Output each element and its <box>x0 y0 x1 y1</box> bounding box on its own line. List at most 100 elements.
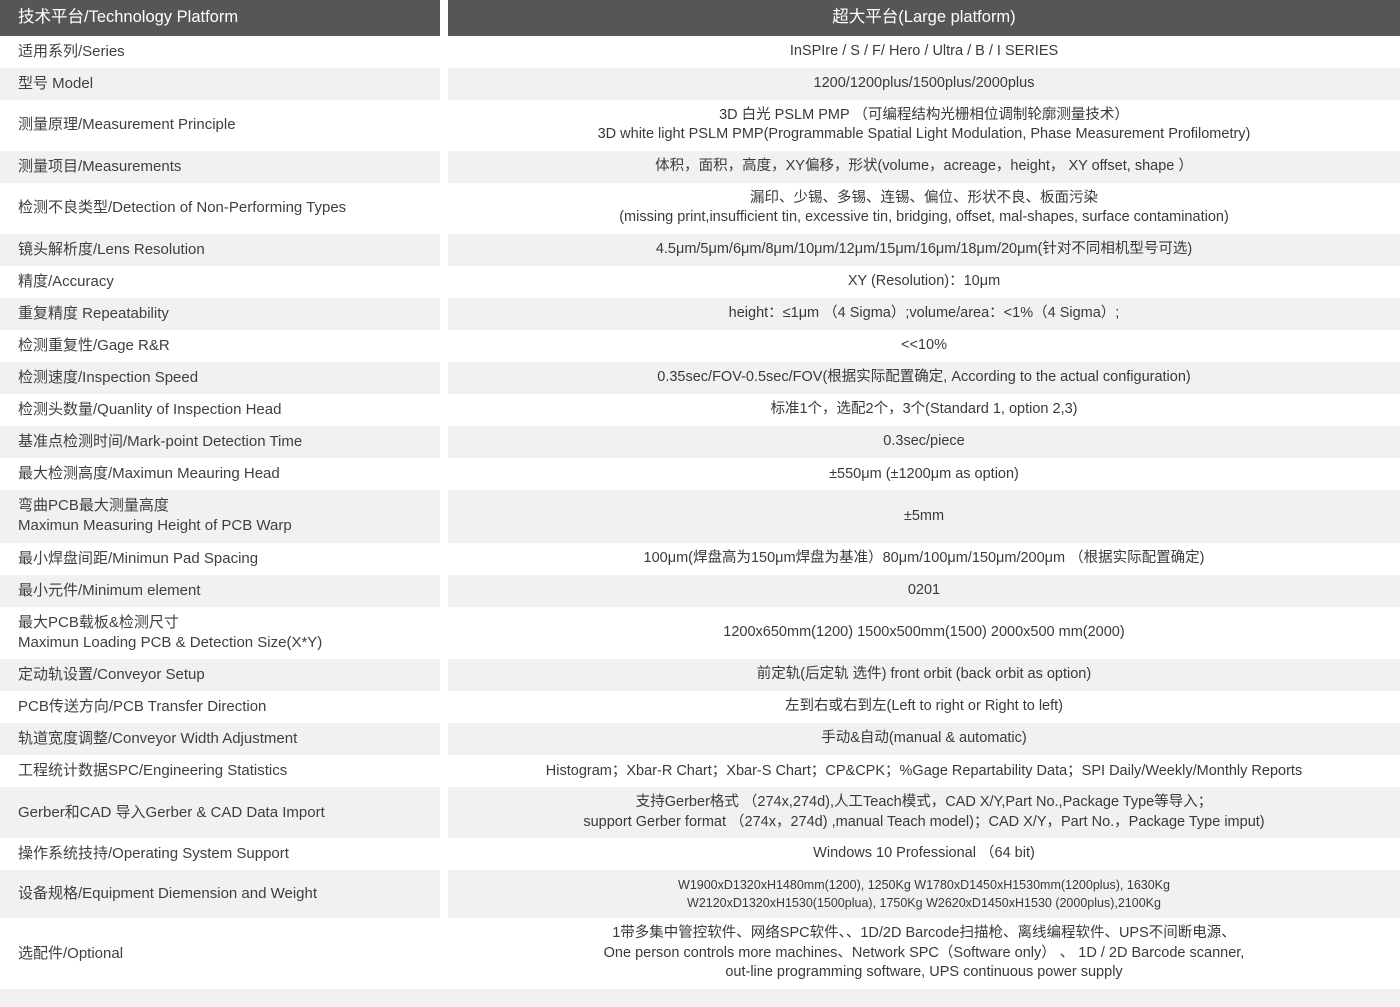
spec-row-label: 检测重复性/Gage R&R <box>0 329 440 362</box>
row-label-text: 镜头解析度/Lens Resolution <box>18 240 205 258</box>
spec-row-value: ±5mm <box>448 490 1400 543</box>
column-divider <box>440 100 448 151</box>
row-value-text: 100μm(焊盘高为150μm焊盘为基准）80μm/100μm/150μm/20… <box>643 549 1205 566</box>
spec-row-label: 轨道宽度调整/Conveyor Width Adjustment <box>0 723 440 756</box>
spec-row-value: 漏印、少锡、多锡、连锡、偏位、形状不良、板面污染 (missing print,i… <box>448 182 1400 234</box>
spec-row-value: 1200/1200plus/1500plus/2000plus <box>448 67 1400 100</box>
spec-row: 基准点检测时间/Mark-point Detection Time 0.3sec/… <box>0 426 1400 459</box>
header-cell-label-column: 技术平台/Technology Platform <box>0 0 440 36</box>
column-divider <box>440 68 448 100</box>
spec-row: 镜头解析度/Lens Resolution 4.5μm/5μm/6μm/8μm/1… <box>0 233 1400 266</box>
spec-row-value: 0.35sec/FOV-0.5sec/FOV(根据实际配置确定, Accordi… <box>448 361 1400 395</box>
row-value-text: Windows 10 Professional （64 bit) <box>813 845 1035 862</box>
spec-row-value: height：≤1μm （4 Sigma）;volume/area：<1%（4 … <box>448 297 1400 330</box>
row-label-text: 型号 Model <box>18 74 94 92</box>
spec-row-value: 体积，面积，高度，XY偏移，形状(volume，acreage，height， … <box>448 150 1400 183</box>
spec-row-label: 设备规格/Equipment Diemension and Weight <box>0 870 440 919</box>
row-value-text: InSPIre / S / F/ Hero / Ultra / B / I SE… <box>789 42 1059 59</box>
column-divider <box>440 607 448 659</box>
row-value-line-1: 漏印、少锡、多锡、连锡、偏位、形状不良、板面污染 <box>750 189 1098 206</box>
spec-row-label: 最大PCB载板&检测尺寸 Maximun Loading PCB & Detect… <box>0 606 440 659</box>
row-value-line-2: (missing print,insufficient tin, excessi… <box>619 209 1229 226</box>
column-divider <box>440 362 448 394</box>
column-divider <box>440 838 448 870</box>
row-value-text: 左到右或右到左(Left to right or Right to left) <box>785 698 1063 715</box>
spec-row: 最小焊盘间距/Minimun Pad Spacing 100μm(焊盘高为150μ… <box>0 542 1400 575</box>
column-divider <box>440 755 448 787</box>
column-divider <box>440 870 448 918</box>
row-label-text: 测量项目/Measurements <box>18 157 182 175</box>
row-label-line-2: Maximun Measuring Height of PCB Warp <box>18 517 292 535</box>
spec-row-label: 检测头数量/Quanlity of Inspection Head <box>0 394 440 427</box>
spec-row-value: 标准1个，选配2个，3个(Standard 1, option 2,3) <box>448 394 1400 427</box>
column-divider <box>440 266 448 298</box>
row-value-line-2: support Gerber format （274x，274d) ,manua… <box>583 813 1265 830</box>
row-value-text: XY (Resolution)：10μm <box>847 273 1001 290</box>
spec-row-value: 100μm(焊盘高为150μm焊盘为基准）80μm/100μm/150μm/20… <box>448 542 1400 575</box>
row-label-text: 适用系列/Series <box>18 42 125 60</box>
spec-row-value: 手动&自动(manual & automatic) <box>448 723 1400 756</box>
row-label-text: 检测不良类型/Detection of Non-Performing Types <box>18 199 347 217</box>
row-label-text: 选配件/Optional <box>18 944 124 962</box>
spec-row: 检测速度/Inspection Speed 0.35sec/FOV-0.5sec/… <box>0 361 1400 395</box>
row-value-text: 1200x650mm(1200) 1500x500mm(1500) 2000x5… <box>723 624 1125 641</box>
bottom-stripe-band <box>0 988 1400 1007</box>
row-label-text: 检测重复性/Gage R&R <box>18 336 170 354</box>
spec-row: 定动轨设置/Conveyor Setup 前定轨(后定轨 选件) front or… <box>0 658 1400 691</box>
spec-row-label: Gerber和CAD 导入Gerber & CAD Data Import <box>0 787 440 839</box>
spec-row-label: 测量项目/Measurements <box>0 150 440 183</box>
spec-row: 测量原理/Measurement Principle 3D 白光 PSLM PMP… <box>0 99 1400 151</box>
spec-row-value: InSPIre / S / F/ Hero / Ultra / B / I SE… <box>448 35 1400 68</box>
table-body: 适用系列/Series InSPIre / S / F/ Hero / Ultra… <box>0 35 1400 989</box>
spec-row-label: 测量原理/Measurement Principle <box>0 99 440 151</box>
column-divider <box>440 723 448 755</box>
column-divider <box>440 659 448 691</box>
row-label-line-1: 弯曲PCB最大测量高度 <box>18 497 169 515</box>
column-divider <box>440 298 448 330</box>
row-label-text: 最大检测高度/Maximun Meauring Head <box>18 465 280 483</box>
row-value-text: 体积，面积，高度，XY偏移，形状(volume，acreage，height， … <box>655 157 1193 174</box>
spec-row: Gerber和CAD 导入Gerber & CAD Data Import 支持G… <box>0 787 1400 839</box>
row-value-line-1: 1带多集中管控软件、网络SPC软件、、1D/2D Barcode扫描枪、离线编程… <box>612 925 1236 942</box>
spec-row: 最小元件/Minimum element 0201 <box>0 574 1400 607</box>
row-value-text: 前定轨(后定轨 选件) front orbit (back orbit as o… <box>756 666 1092 683</box>
spec-row: 检测不良类型/Detection of Non-Performing Types… <box>0 182 1400 234</box>
row-label-text: Gerber和CAD 导入Gerber & CAD Data Import <box>18 803 325 821</box>
spec-row-value: W1900xD1320xH1480mm(1200), 1250Kg W1780x… <box>448 870 1400 919</box>
spec-row: 型号 Model 1200/1200plus/1500plus/2000plus <box>0 67 1400 100</box>
row-value-text: 0.3sec/piece <box>883 433 965 450</box>
row-value-text: ±5mm <box>903 507 945 524</box>
column-divider <box>440 234 448 266</box>
row-value-text: 4.5μm/5μm/6μm/8μm/10μm/12μm/15μm/16μm/18… <box>655 240 1193 257</box>
spec-row-label: 型号 Model <box>0 67 440 100</box>
spec-row-label: 弯曲PCB最大测量高度 Maximun Measuring Height of P… <box>0 490 440 543</box>
spec-row-value: 1200x650mm(1200) 1500x500mm(1500) 2000x5… <box>448 606 1400 659</box>
row-value-text: Histogram；Xbar-R Chart；Xbar-S Chart；CP&C… <box>545 762 1303 779</box>
spec-row-value: <<10% <box>448 329 1400 362</box>
spec-row-value: Histogram；Xbar-R Chart；Xbar-S Chart；CP&C… <box>448 755 1400 788</box>
spec-row-value: 支持Gerber格式 （274x,274d),人工Teach模式，CAD X/Y… <box>448 787 1400 839</box>
row-label-text: 操作系统技持/Operating System Support <box>18 845 289 863</box>
spec-row-value: ±550μm (±1200μm as option) <box>448 458 1400 491</box>
column-divider <box>440 787 448 838</box>
spec-row-value: 3D 白光 PSLM PMP （可编程结构光栅相位调制轮廓测量技术） 3D whi… <box>448 99 1400 151</box>
row-value-text: 1200/1200plus/1500plus/2000plus <box>813 75 1035 92</box>
row-value-line-2: One person controls more machines、Networ… <box>603 944 1245 961</box>
spec-row-value: Windows 10 Professional （64 bit) <box>448 838 1400 871</box>
spec-row: 轨道宽度调整/Conveyor Width Adjustment 手动&自动(ma… <box>0 723 1400 756</box>
row-label-text: 基准点检测时间/Mark-point Detection Time <box>18 433 303 451</box>
row-label-text: 测量原理/Measurement Principle <box>18 116 236 134</box>
row-value-text: 标准1个，选配2个，3个(Standard 1, option 2,3) <box>770 401 1078 418</box>
row-label-text: 检测头数量/Quanlity of Inspection Head <box>18 401 282 419</box>
row-label-text: 重复精度 Repeatability <box>18 304 169 322</box>
header-column-divider <box>440 0 448 36</box>
spec-row: 重复精度 Repeatability height：≤1μm （4 Sigma）;… <box>0 297 1400 330</box>
spec-row-label: 检测不良类型/Detection of Non-Performing Types <box>0 182 440 234</box>
spec-row-value: XY (Resolution)：10μm <box>448 265 1400 298</box>
spec-row: 弯曲PCB最大测量高度 Maximun Measuring Height of P… <box>0 490 1400 543</box>
header-cell-value-column: 超大平台(Large platform) <box>448 0 1400 36</box>
column-divider <box>440 426 448 458</box>
column-divider <box>440 918 448 988</box>
row-value-text: <<10% <box>901 337 947 354</box>
